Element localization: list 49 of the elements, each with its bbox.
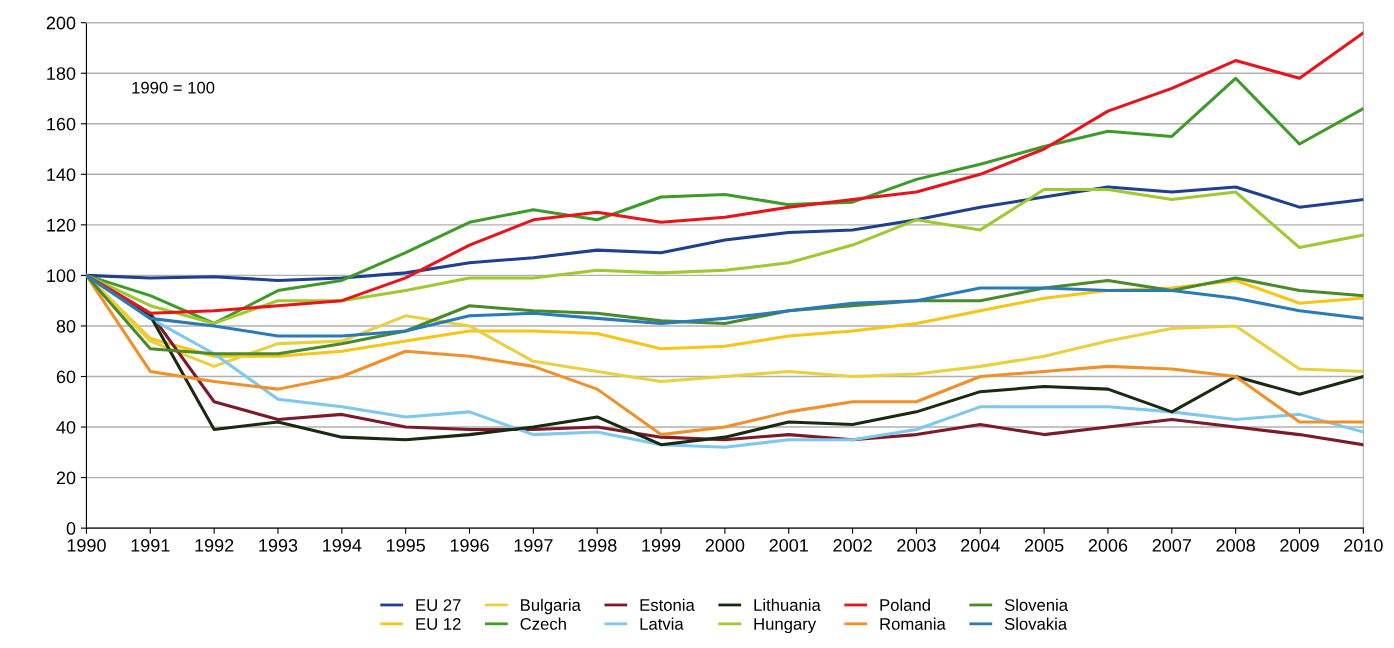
x-tick-label: 1996 — [450, 539, 489, 552]
x-tick-label: 2000 — [705, 539, 745, 552]
legend-label: Bulgaria — [521, 598, 581, 615]
x-tick-label: 1993 — [259, 539, 298, 552]
x-tick-label: 1999 — [642, 539, 681, 552]
x-tick-label: 2008 — [1216, 539, 1255, 552]
y-tick-label: 160 — [47, 117, 76, 131]
legend-label: EU 27 — [416, 599, 461, 611]
x-tick-label: 2007 — [1152, 539, 1191, 552]
legend-label: EU 12 — [416, 618, 461, 630]
y-tick-label: 120 — [47, 218, 76, 232]
legend-label: Estonia — [640, 598, 695, 611]
legend-label: Latvia — [640, 617, 684, 630]
x-tick-label: 2009 — [1280, 539, 1319, 552]
x-tick-label: 1994 — [323, 539, 362, 552]
legend-label: Czech — [520, 617, 566, 630]
annotation: 1990 = 100 — [132, 81, 215, 94]
x-tick-label: 1995 — [386, 539, 425, 552]
legend-label: Romania — [880, 617, 946, 630]
x-tick-label: 2005 — [1024, 539, 1064, 552]
x-tick-label: 1992 — [195, 539, 234, 552]
y-tick-label: 20 — [56, 471, 76, 485]
x-tick-label: 2003 — [897, 539, 936, 552]
x-tick-label: 2006 — [1088, 539, 1128, 552]
x-tick-label: 1997 — [514, 539, 553, 552]
y-tick-label: 140 — [47, 168, 76, 182]
x-tick-label: 1998 — [578, 539, 617, 552]
line-series — [86, 185, 1364, 282]
y-tick-label: 200 — [46, 16, 76, 30]
legend-label: Poland — [880, 598, 930, 611]
y-tick-label: 100 — [47, 269, 76, 283]
y-tick-label: 0 — [66, 522, 76, 535]
y-tick-label: 60 — [56, 370, 76, 384]
line-series — [86, 31, 1364, 315]
x-tick-label: 2001 — [769, 539, 808, 552]
legend-label: Lithuania — [754, 598, 821, 611]
legend-label: Hungary — [754, 618, 817, 634]
y-tick-label: 40 — [56, 420, 76, 434]
line-series — [86, 76, 1364, 325]
legend-label: Slovakia — [1004, 617, 1068, 630]
x-tick-label: 2004 — [961, 539, 1000, 552]
line-series — [86, 273, 1364, 338]
x-tick-label: 1991 — [131, 539, 170, 552]
x-tick-label: 2002 — [833, 539, 872, 552]
y-tick-label: 80 — [56, 319, 76, 333]
legend-label: Slovenia — [1004, 598, 1069, 611]
y-tick-label: 180 — [47, 67, 76, 80]
x-tick-label: 1990 — [67, 539, 106, 552]
x-tick-label: 2010 — [1344, 539, 1383, 552]
